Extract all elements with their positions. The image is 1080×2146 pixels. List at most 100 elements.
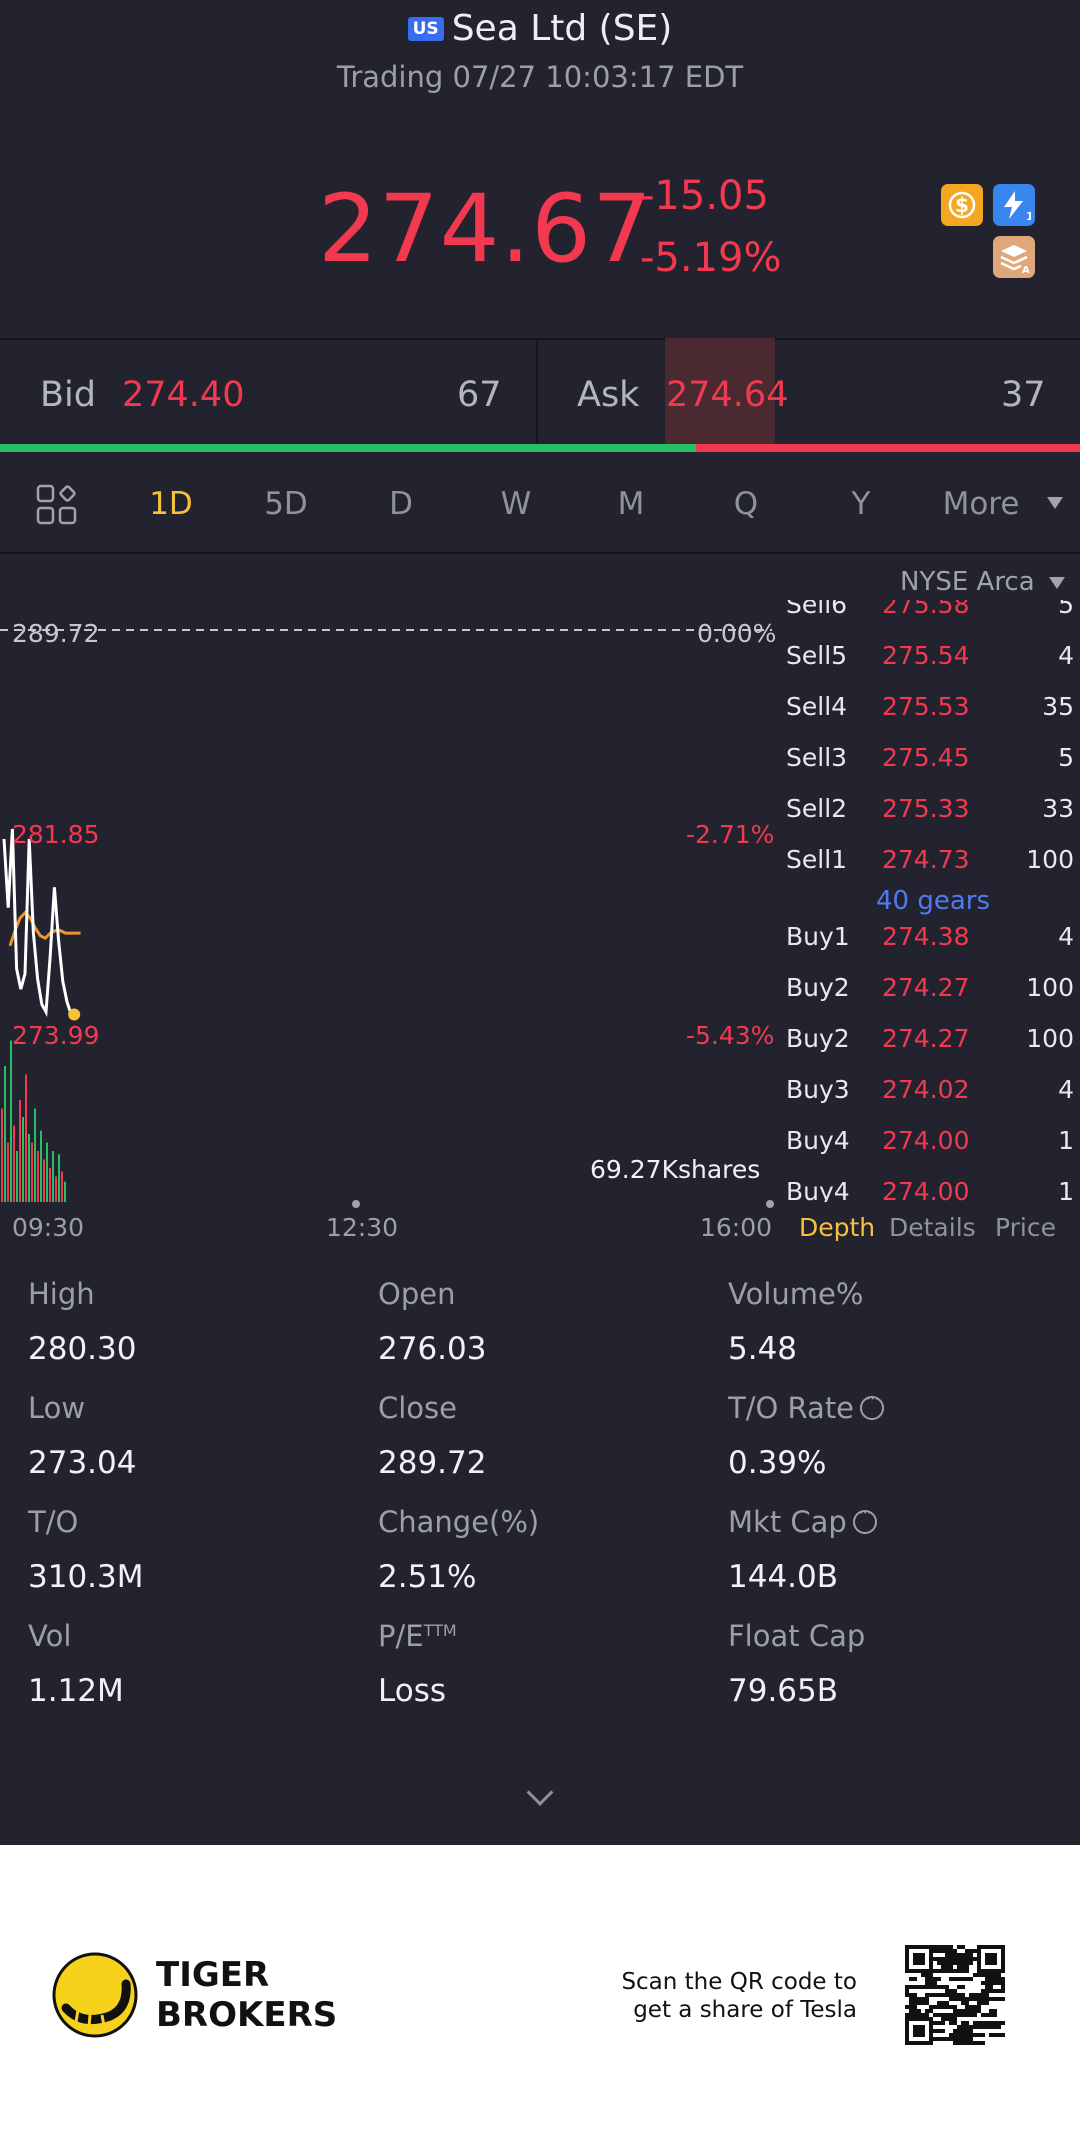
- tab-more[interactable]: More: [942, 486, 1020, 522]
- stat-value-vol: 1.12M: [28, 1673, 124, 1709]
- stat-label-change-pct: Change(%): [378, 1505, 540, 1539]
- layout-grid-icon[interactable]: [36, 484, 78, 530]
- stat-label-vol: Vol: [28, 1619, 72, 1653]
- stat-value-float-cap: 79.65B: [728, 1673, 839, 1709]
- period-tabs: [0, 452, 1080, 554]
- share-footer: [0, 1845, 1080, 2146]
- last-price-dot: [68, 1008, 81, 1021]
- tab-depth[interactable]: Depth: [799, 1213, 876, 1242]
- dollar-icon[interactable]: $: [941, 184, 983, 226]
- tab-1d[interactable]: 1D: [149, 486, 193, 522]
- mid-price-label: 281.85: [12, 820, 100, 849]
- stat-label-high: High: [28, 1277, 95, 1311]
- volume-bar: [31, 1142, 33, 1202]
- price-change-percent: -5.19%: [640, 235, 782, 281]
- volume-bar: [19, 1100, 21, 1202]
- order-book-row: Sell3 275.45 5: [786, 743, 1074, 772]
- exchange-selector[interactable]: NYSE Arca: [900, 567, 1035, 597]
- volume-bar: [25, 1074, 27, 1202]
- order-book-row: Sell6 275.58 5: [786, 600, 1074, 619]
- ask-ratio-bar: [695, 444, 1080, 452]
- low-price-label: 273.99: [12, 1021, 100, 1050]
- order-book[interactable]: Sell6 275.58 5 Sell5 275.54 4 Sell4 275.53 35 …: [780, 600, 1080, 1202]
- volume-label: 69.27Kshares: [590, 1155, 761, 1184]
- chevron-down-icon[interactable]: [1047, 497, 1063, 509]
- axis-marker-dot: [766, 1200, 774, 1208]
- prev-close-label: 289.72: [12, 619, 100, 648]
- time-start-label: 09:30: [12, 1213, 85, 1242]
- stat-label-close: Close: [378, 1391, 457, 1425]
- stat-value-low: 273.04: [28, 1445, 137, 1481]
- more-info-icon[interactable]: [860, 1389, 885, 1420]
- order-book-row: Sell2 275.33 33: [786, 794, 1074, 823]
- volume-bar: [22, 1117, 24, 1202]
- volume-bar: [49, 1168, 51, 1202]
- stat-label-low: Low: [28, 1391, 86, 1425]
- volume-bar: [58, 1154, 60, 1202]
- volume-bar: [10, 1040, 12, 1202]
- qr-code-icon: [905, 1945, 1005, 2049]
- order-book-row: Sell4 275.53 35: [786, 692, 1074, 721]
- lightning-icon[interactable]: 1: [993, 184, 1035, 226]
- bid-ask-divider: [536, 338, 538, 446]
- stat-label-volume-pct: Volume%: [728, 1277, 864, 1311]
- volume-bar: [55, 1176, 57, 1202]
- tiger-logo-icon: [52, 1952, 138, 2042]
- stat-label-to-rate: T/O Rate: [728, 1389, 885, 1425]
- tab-d[interactable]: D: [389, 486, 413, 522]
- volume-bar: [16, 1151, 18, 1202]
- last-price: 274.67: [318, 175, 653, 284]
- bid-label: Bid: [40, 375, 96, 415]
- scan-prompt: Scan the QR code to get a share of Tesla: [621, 1969, 857, 2023]
- intraday-chart[interactable]: [0, 600, 780, 1220]
- stack-icon[interactable]: A: [993, 236, 1035, 278]
- stat-value-to-rate: 0.39%: [728, 1445, 827, 1481]
- stat-label-pe: P/ETTM: [378, 1619, 457, 1653]
- stock-title: US Sea Ltd (SE): [0, 8, 1080, 49]
- time-mid-label: 12:30: [326, 1213, 399, 1242]
- volume-bars: [1, 1040, 66, 1202]
- more-info-icon[interactable]: [852, 1503, 877, 1534]
- chevron-down-icon[interactable]: [526, 1779, 554, 1806]
- bid-price: 274.40: [122, 375, 245, 415]
- svg-text:1: 1: [1026, 210, 1031, 222]
- volume-bar: [13, 1125, 15, 1202]
- order-book-row: Buy2 274.27 100: [786, 973, 1074, 1002]
- order-book-row: Buy1 274.38 4: [786, 922, 1074, 951]
- volume-bar: [7, 1142, 9, 1202]
- stat-value-pe: Loss: [378, 1673, 446, 1709]
- volume-bar: [37, 1151, 39, 1202]
- chevron-down-icon[interactable]: [1049, 577, 1065, 589]
- volume-bar: [43, 1159, 45, 1202]
- stock-name: Sea Ltd (SE): [451, 8, 673, 49]
- volume-bar: [52, 1151, 54, 1202]
- tab-price[interactable]: Price: [995, 1213, 1056, 1242]
- volume-bar: [34, 1108, 36, 1202]
- stat-value-close: 289.72: [378, 1445, 487, 1481]
- tab-m[interactable]: M: [617, 486, 645, 522]
- price-line: [2, 828, 73, 1018]
- volume-bar: [1, 1108, 3, 1202]
- tab-w[interactable]: W: [500, 486, 532, 522]
- stat-value-to: 310.3M: [28, 1559, 144, 1595]
- stat-value-open: 276.03: [378, 1331, 487, 1367]
- ask-price: 274.64: [666, 375, 789, 415]
- tab-details[interactable]: Details: [889, 1213, 976, 1242]
- volume-bar: [46, 1142, 48, 1202]
- volume-bar: [61, 1171, 63, 1202]
- tab-5d[interactable]: 5D: [264, 486, 308, 522]
- low-price-percent: -5.43%: [686, 1021, 775, 1050]
- tab-y[interactable]: Y: [851, 486, 871, 522]
- order-book-row: Sell1 274.73 100: [786, 845, 1074, 874]
- bid-qty: 67: [457, 375, 502, 415]
- order-book-row: Sell5 275.54 4: [786, 641, 1074, 670]
- order-book-row: Buy3 274.02 4: [786, 1075, 1074, 1104]
- stat-value-high: 280.30: [28, 1331, 137, 1367]
- tab-q[interactable]: Q: [733, 486, 759, 522]
- stat-label-open: Open: [378, 1277, 456, 1311]
- stat-value-change-pct: 2.51%: [378, 1559, 477, 1595]
- trading-status: Trading 07/27 10:03:17 EDT: [336, 60, 744, 94]
- stat-label-float-cap: Float Cap: [728, 1619, 866, 1653]
- stat-value-mkt-cap: 144.0B: [728, 1559, 839, 1595]
- gears-link[interactable]: 40 gears: [876, 886, 991, 916]
